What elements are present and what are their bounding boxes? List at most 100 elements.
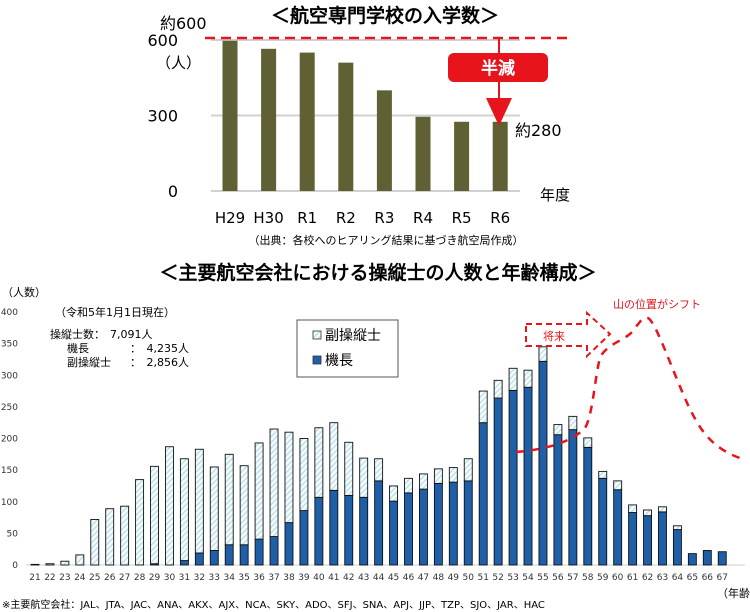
bar-first-officer	[120, 505, 130, 566]
bar-first-officer	[30, 563, 40, 566]
y-tick-label: 50	[7, 529, 19, 539]
stacked-bar	[90, 519, 100, 566]
x-tick-label: 22	[44, 573, 55, 583]
bar-first-officer	[194, 448, 204, 554]
y-tick-label: 250	[1, 403, 18, 413]
x-tick-label: 26	[104, 573, 116, 583]
bar	[222, 40, 238, 191]
bar-first-officer	[179, 458, 189, 562]
bar-captain	[643, 515, 652, 566]
bar-first-officer	[254, 442, 264, 540]
x-tick-label: R2	[336, 209, 356, 227]
bar-first-officer	[418, 473, 428, 490]
chart2-bars	[30, 346, 727, 566]
stacked-bar	[478, 390, 488, 566]
stacked-bar	[613, 480, 623, 566]
stacked-bar	[150, 465, 159, 566]
bar-captain	[583, 446, 593, 566]
bar-first-officer	[165, 446, 174, 566]
info-date: （令和5年1月1日現在）	[55, 305, 175, 319]
x-tick-label: 48	[433, 573, 445, 583]
x-tick-label: 58	[582, 573, 594, 583]
school-enrollment-chart: ＜航空専門学校の入学数＞ 0 300 600 （人） 約600 H29 H30 R1 R2…	[147, 4, 570, 247]
bar-first-officer	[523, 369, 533, 388]
stacked-bar	[75, 554, 85, 566]
chart2-x-labels: 21 22 23 24 25 26 27 28 29 30 31 32 33 34 35 36 37 38 39 40…	[29, 573, 728, 583]
bar-first-officer	[269, 428, 279, 537]
stacked-bar	[329, 422, 339, 566]
bar-captain	[478, 422, 488, 566]
stacked-bar	[628, 504, 638, 566]
x-tick-label: 67	[717, 573, 728, 583]
x-tick-label: 40	[313, 573, 325, 583]
bar-first-officer	[45, 563, 55, 566]
x-tick-label: 35	[238, 573, 249, 583]
bar-captain	[687, 553, 697, 566]
stacked-bar	[165, 446, 174, 566]
bar-first-officer	[105, 508, 115, 566]
bar-first-officer	[90, 519, 100, 566]
bar-first-officer	[538, 346, 548, 362]
bar-first-officer	[478, 390, 488, 424]
y-tick-label: 200	[1, 435, 18, 445]
bar-captain	[269, 536, 279, 566]
chart2-y-ticks: 0 50 100 150 200 250 300 350 400	[1, 308, 18, 571]
bar-first-officer	[359, 457, 369, 498]
bar-captain	[329, 489, 339, 566]
bar-first-officer	[284, 431, 294, 524]
x-tick-label: 65	[687, 573, 698, 583]
x-tick-label: 47	[418, 573, 429, 583]
bar	[415, 116, 431, 191]
chart1-bars	[222, 40, 508, 192]
y-tick-label: 300	[1, 371, 18, 381]
bar-captain	[702, 550, 712, 566]
stacked-bar	[254, 442, 264, 566]
x-tick-label: 59	[597, 573, 609, 583]
stacked-bar	[598, 470, 608, 566]
bar-first-officer	[374, 458, 384, 482]
x-tick-label: 24	[74, 573, 86, 583]
stacked-bar	[583, 437, 593, 566]
half-reduction-badge	[448, 53, 548, 82]
stacked-bar	[224, 453, 234, 566]
bar-captain	[538, 360, 548, 566]
bar	[338, 62, 354, 192]
bar-captain	[389, 500, 399, 566]
stacked-bar	[60, 560, 70, 566]
x-tick-label: 46	[403, 573, 415, 583]
stacked-bar	[523, 369, 533, 566]
bar-captain	[418, 488, 428, 566]
stacked-bar	[717, 551, 727, 566]
bar-captain	[493, 397, 503, 566]
bar-first-officer	[463, 458, 473, 482]
stacked-bar	[135, 479, 145, 566]
y-tick-label: 300	[147, 107, 178, 126]
info-captain-value: ： 4,235人	[130, 342, 189, 355]
x-tick-label: 60	[612, 573, 624, 583]
stacked-bar	[448, 467, 458, 566]
x-tick-label: 30	[164, 573, 176, 583]
stacked-bar	[284, 431, 294, 566]
bar-captain	[672, 529, 682, 566]
stacked-bar	[45, 563, 55, 566]
stacked-bar	[672, 525, 682, 566]
bar-first-officer	[75, 554, 85, 566]
stacked-bar	[299, 438, 309, 566]
x-tick-label: 38	[283, 573, 295, 583]
chart2-legend: 副操縦士 機長	[296, 319, 399, 378]
x-tick-label: 62	[642, 573, 653, 583]
x-tick-label: 49	[448, 573, 460, 583]
x-tick-label: 66	[702, 573, 714, 583]
x-tick-label: 28	[134, 573, 146, 583]
y-tick-label: 600	[147, 31, 178, 50]
bar-captain	[553, 434, 563, 566]
stacked-bar	[463, 458, 473, 566]
bar	[492, 121, 508, 191]
bar-first-officer	[613, 480, 623, 491]
x-tick-label: 53	[507, 573, 518, 583]
x-tick-label: 25	[89, 573, 100, 583]
x-tick-label: 52	[492, 573, 503, 583]
stacked-bar	[538, 346, 548, 566]
bar-captain	[448, 481, 458, 566]
stacked-bar	[344, 441, 354, 566]
